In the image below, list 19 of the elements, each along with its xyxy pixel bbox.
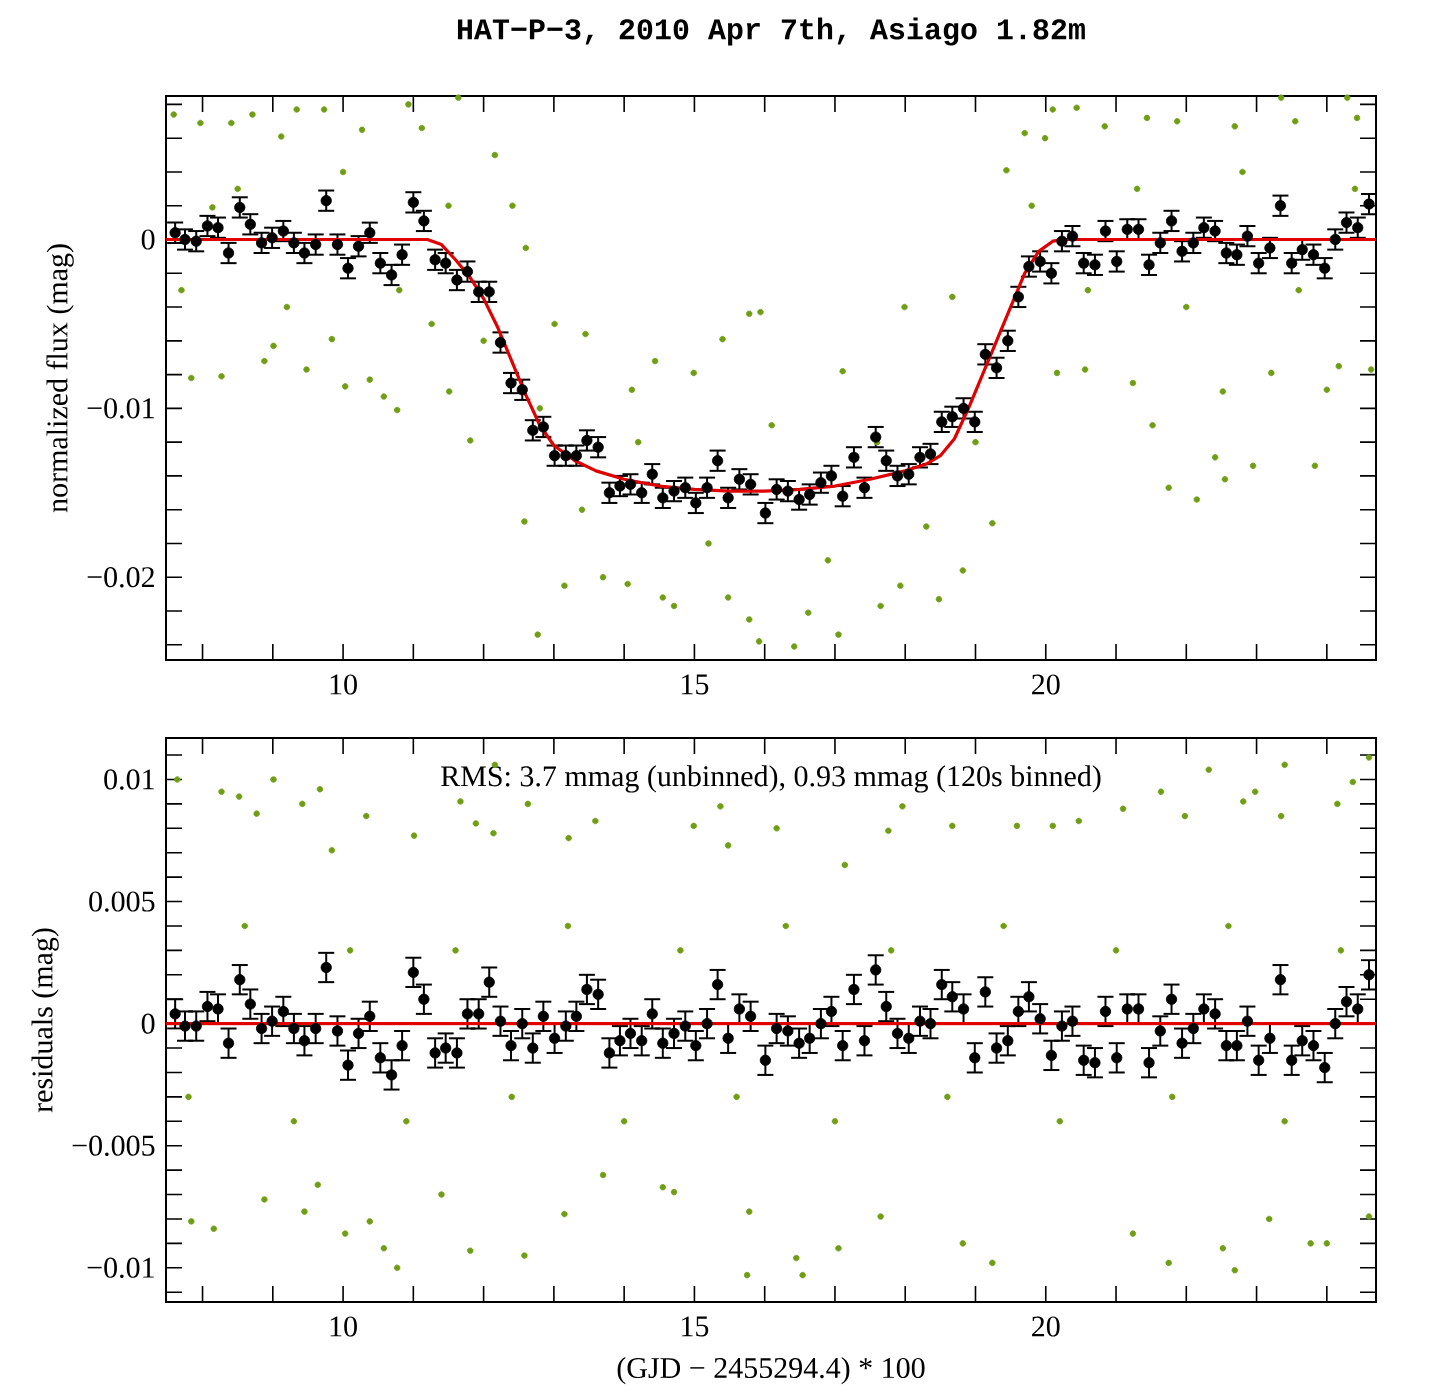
y-tick-label: 0: [141, 229, 155, 250]
chart-title: HAT−P−3, 2010 Apr 7th, Asiago 1.82m: [457, 17, 1085, 46]
y-axis-title: normalized flux (mag): [46, 244, 74, 513]
x-tick-label: 20: [1032, 1316, 1060, 1337]
x-tick-label: 15: [682, 1316, 709, 1337]
y-tick-label: −0.005: [72, 1135, 155, 1156]
y-tick-label: −0.02: [87, 567, 154, 588]
y-tick-label: 0: [141, 1013, 155, 1034]
x-tick-label: 10: [330, 674, 357, 695]
x-tick-label: 15: [682, 674, 709, 695]
y-tick-label: −0.01: [87, 1257, 154, 1278]
y-axis-title: residuals (mag): [31, 928, 59, 1113]
y-tick-label: 0.01: [104, 769, 154, 790]
x-tick-label: 10: [330, 1316, 357, 1337]
y-tick-label: 0.005: [89, 891, 155, 912]
x-tick-label: 20: [1032, 674, 1060, 695]
y-tick-label: −0.01: [87, 398, 154, 419]
annotation: RMS: 3.7 mmag (unbinned), 0.93 mmag (120s binned): [441, 765, 1101, 793]
x-axis-title: (GJD − 2455294.4) * 100: [617, 1357, 925, 1385]
